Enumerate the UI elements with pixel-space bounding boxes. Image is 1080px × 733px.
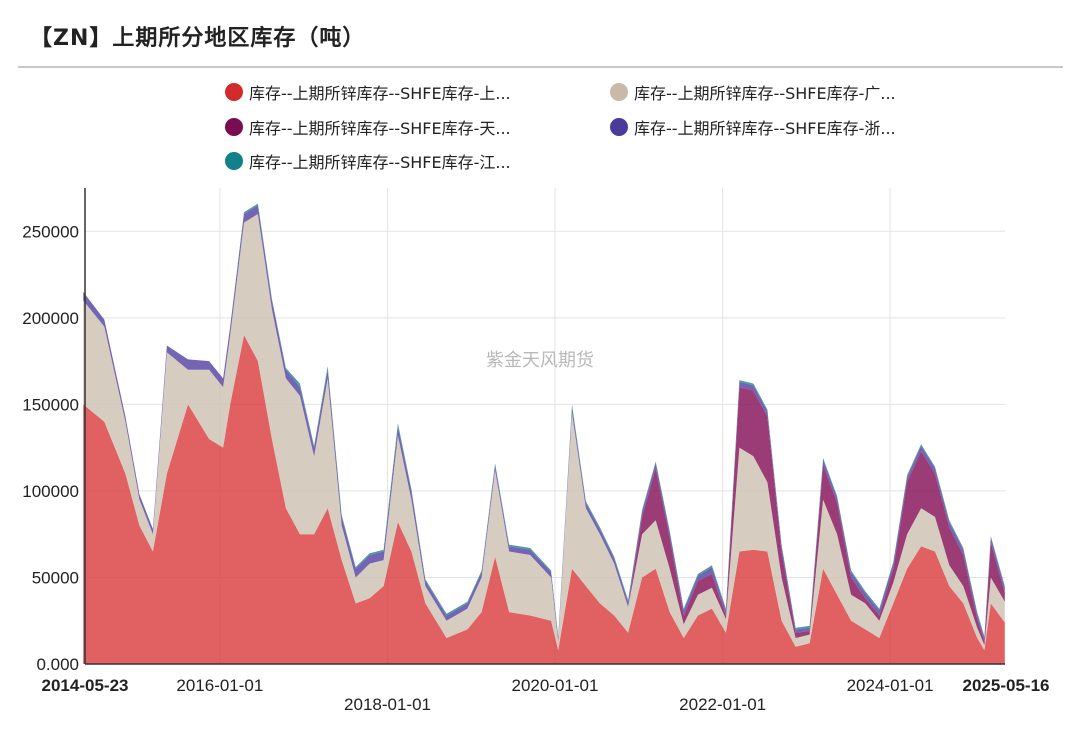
chart-axes: 0.000 50000 100000 150000 200000 250000 2014-0… bbox=[22, 188, 1049, 714]
watermark: 紫金天风期货 bbox=[486, 350, 594, 371]
x-tick-label: 2018-01-01 bbox=[344, 695, 431, 714]
area-series-2 bbox=[83, 214, 1005, 651]
x-tick-label: 2024-01-01 bbox=[847, 676, 934, 695]
legend-label: 库存--上期所锌库存--SHFE库存-上... bbox=[249, 84, 511, 103]
legend-marker-icon bbox=[225, 83, 243, 101]
y-tick-label: 50000 bbox=[32, 568, 79, 587]
y-tick-label: 150000 bbox=[22, 395, 79, 414]
page-title: 【ZN】上期所分地区库存（吨） bbox=[30, 26, 366, 51]
legend-label: 库存--上期所锌库存--SHFE库存-江... bbox=[249, 153, 511, 172]
area-series-1 bbox=[83, 335, 1005, 664]
legend-item-jiangsu[interactable]: 库存--上期所锌库存--SHFE库存-江... bbox=[225, 149, 511, 173]
legend-item-tianjin[interactable]: 库存--上期所锌库存--SHFE库存-天... bbox=[225, 115, 511, 139]
legend-marker-icon bbox=[610, 83, 628, 101]
x-tick-label: 2020-01-01 bbox=[511, 676, 598, 695]
x-tick-label: 2016-01-01 bbox=[176, 676, 263, 695]
legend-label: 库存--上期所锌库存--SHFE库存-天... bbox=[249, 119, 511, 138]
x-tick-label: 2014-05-23 bbox=[42, 676, 129, 695]
legend-item-guangdong[interactable]: 库存--上期所锌库存--SHFE库存-广... bbox=[610, 80, 896, 104]
y-tick-label: 100000 bbox=[22, 482, 79, 501]
x-tick-label: 2025-05-16 bbox=[963, 676, 1050, 695]
legend-item-shanghai[interactable]: 库存--上期所锌库存--SHFE库存-上... bbox=[225, 80, 511, 104]
y-tick-label: 250000 bbox=[22, 222, 79, 241]
chart-areas bbox=[83, 203, 1005, 664]
y-tick-label: 200000 bbox=[22, 309, 79, 328]
y-tick-label: 0.000 bbox=[36, 655, 79, 674]
legend-marker-icon bbox=[225, 152, 243, 170]
legend-item-zhejiang[interactable]: 库存--上期所锌库存--SHFE库存-浙... bbox=[610, 115, 896, 139]
legend-marker-icon bbox=[225, 118, 243, 136]
legend-label: 库存--上期所锌库存--SHFE库存-浙... bbox=[634, 119, 896, 138]
title-divider bbox=[18, 66, 1063, 68]
legend-marker-icon bbox=[610, 118, 628, 136]
x-tick-label: 2022-01-01 bbox=[679, 695, 766, 714]
legend-label: 库存--上期所锌库存--SHFE库存-广... bbox=[634, 84, 896, 103]
